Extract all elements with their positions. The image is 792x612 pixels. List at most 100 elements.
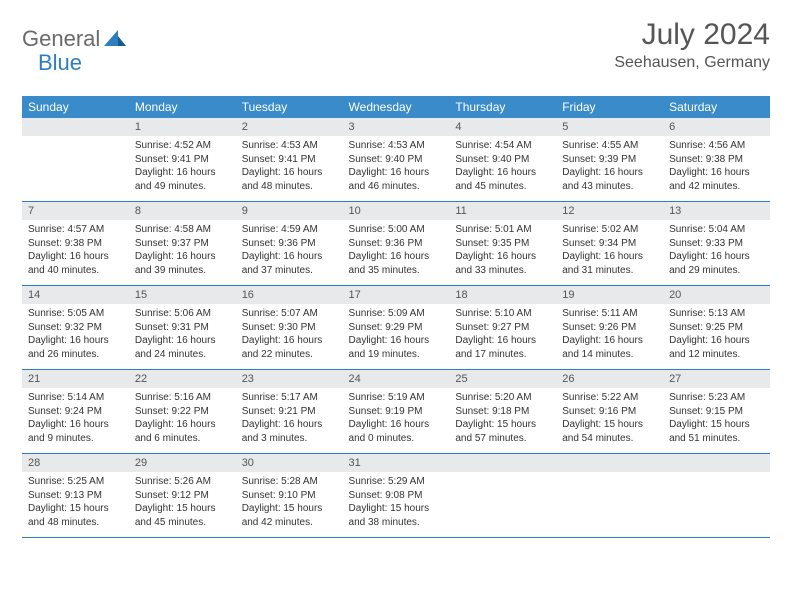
calendar-day-cell bbox=[449, 454, 556, 538]
sunset-text: Sunset: 9:34 PM bbox=[562, 237, 657, 251]
daylight-text: Daylight: 16 hours and 24 minutes. bbox=[135, 334, 230, 361]
day-number: 7 bbox=[22, 202, 129, 220]
day-number bbox=[556, 454, 663, 472]
day-details: Sunrise: 5:28 AMSunset: 9:10 PMDaylight:… bbox=[236, 472, 343, 537]
sunset-text: Sunset: 9:22 PM bbox=[135, 405, 230, 419]
day-number: 15 bbox=[129, 286, 236, 304]
day-details: Sunrise: 4:52 AMSunset: 9:41 PMDaylight:… bbox=[129, 136, 236, 201]
day-number: 18 bbox=[449, 286, 556, 304]
daylight-text: Daylight: 16 hours and 14 minutes. bbox=[562, 334, 657, 361]
day-number: 4 bbox=[449, 118, 556, 136]
day-number: 26 bbox=[556, 370, 663, 388]
daylight-text: Daylight: 16 hours and 17 minutes. bbox=[455, 334, 550, 361]
day-number: 25 bbox=[449, 370, 556, 388]
sunset-text: Sunset: 9:16 PM bbox=[562, 405, 657, 419]
day-details: Sunrise: 5:04 AMSunset: 9:33 PMDaylight:… bbox=[663, 220, 770, 285]
sunrise-text: Sunrise: 4:59 AM bbox=[242, 223, 337, 237]
day-details: Sunrise: 5:07 AMSunset: 9:30 PMDaylight:… bbox=[236, 304, 343, 369]
sunset-text: Sunset: 9:26 PM bbox=[562, 321, 657, 335]
sunset-text: Sunset: 9:40 PM bbox=[349, 153, 444, 167]
sunrise-text: Sunrise: 5:09 AM bbox=[349, 307, 444, 321]
sunset-text: Sunset: 9:31 PM bbox=[135, 321, 230, 335]
daylight-text: Daylight: 16 hours and 3 minutes. bbox=[242, 418, 337, 445]
day-number: 17 bbox=[343, 286, 450, 304]
weekday-header: Friday bbox=[556, 96, 663, 118]
day-number: 31 bbox=[343, 454, 450, 472]
day-details bbox=[449, 472, 556, 534]
calendar-day-cell: 31Sunrise: 5:29 AMSunset: 9:08 PMDayligh… bbox=[343, 454, 450, 538]
logo: General bbox=[22, 26, 128, 52]
sunset-text: Sunset: 9:39 PM bbox=[562, 153, 657, 167]
calendar-body: 1Sunrise: 4:52 AMSunset: 9:41 PMDaylight… bbox=[22, 118, 770, 538]
calendar-day-cell: 14Sunrise: 5:05 AMSunset: 9:32 PMDayligh… bbox=[22, 286, 129, 370]
calendar-day-cell: 27Sunrise: 5:23 AMSunset: 9:15 PMDayligh… bbox=[663, 370, 770, 454]
day-number: 24 bbox=[343, 370, 450, 388]
day-number: 6 bbox=[663, 118, 770, 136]
sunrise-text: Sunrise: 5:05 AM bbox=[28, 307, 123, 321]
day-details: Sunrise: 4:57 AMSunset: 9:38 PMDaylight:… bbox=[22, 220, 129, 285]
daylight-text: Daylight: 16 hours and 19 minutes. bbox=[349, 334, 444, 361]
daylight-text: Daylight: 16 hours and 29 minutes. bbox=[669, 250, 764, 277]
calendar-day-cell bbox=[556, 454, 663, 538]
daylight-text: Daylight: 16 hours and 0 minutes. bbox=[349, 418, 444, 445]
daylight-text: Daylight: 15 hours and 57 minutes. bbox=[455, 418, 550, 445]
sunrise-text: Sunrise: 4:53 AM bbox=[242, 139, 337, 153]
sunset-text: Sunset: 9:37 PM bbox=[135, 237, 230, 251]
daylight-text: Daylight: 16 hours and 37 minutes. bbox=[242, 250, 337, 277]
month-title: July 2024 bbox=[614, 18, 770, 52]
day-number: 10 bbox=[343, 202, 450, 220]
sunrise-text: Sunrise: 5:28 AM bbox=[242, 475, 337, 489]
weekday-header-row: Sunday Monday Tuesday Wednesday Thursday… bbox=[22, 96, 770, 118]
day-details: Sunrise: 5:10 AMSunset: 9:27 PMDaylight:… bbox=[449, 304, 556, 369]
day-details: Sunrise: 4:56 AMSunset: 9:38 PMDaylight:… bbox=[663, 136, 770, 201]
logo-triangle-icon bbox=[104, 28, 126, 51]
sunrise-text: Sunrise: 5:25 AM bbox=[28, 475, 123, 489]
weekday-header: Thursday bbox=[449, 96, 556, 118]
calendar-day-cell: 7Sunrise: 4:57 AMSunset: 9:38 PMDaylight… bbox=[22, 202, 129, 286]
daylight-text: Daylight: 16 hours and 39 minutes. bbox=[135, 250, 230, 277]
day-details: Sunrise: 5:06 AMSunset: 9:31 PMDaylight:… bbox=[129, 304, 236, 369]
sunrise-text: Sunrise: 4:55 AM bbox=[562, 139, 657, 153]
day-number: 8 bbox=[129, 202, 236, 220]
sunrise-text: Sunrise: 4:56 AM bbox=[669, 139, 764, 153]
day-number: 11 bbox=[449, 202, 556, 220]
calendar-week-row: 21Sunrise: 5:14 AMSunset: 9:24 PMDayligh… bbox=[22, 370, 770, 454]
daylight-text: Daylight: 16 hours and 49 minutes. bbox=[135, 166, 230, 193]
daylight-text: Daylight: 16 hours and 33 minutes. bbox=[455, 250, 550, 277]
sunset-text: Sunset: 9:35 PM bbox=[455, 237, 550, 251]
day-number: 12 bbox=[556, 202, 663, 220]
sunrise-text: Sunrise: 5:00 AM bbox=[349, 223, 444, 237]
day-number: 19 bbox=[556, 286, 663, 304]
calendar-day-cell: 2Sunrise: 4:53 AMSunset: 9:41 PMDaylight… bbox=[236, 118, 343, 202]
sunrise-text: Sunrise: 5:22 AM bbox=[562, 391, 657, 405]
calendar-day-cell: 29Sunrise: 5:26 AMSunset: 9:12 PMDayligh… bbox=[129, 454, 236, 538]
calendar-week-row: 7Sunrise: 4:57 AMSunset: 9:38 PMDaylight… bbox=[22, 202, 770, 286]
sunrise-text: Sunrise: 4:54 AM bbox=[455, 139, 550, 153]
sunrise-text: Sunrise: 5:16 AM bbox=[135, 391, 230, 405]
daylight-text: Daylight: 15 hours and 45 minutes. bbox=[135, 502, 230, 529]
calendar-day-cell: 19Sunrise: 5:11 AMSunset: 9:26 PMDayligh… bbox=[556, 286, 663, 370]
sunrise-text: Sunrise: 5:10 AM bbox=[455, 307, 550, 321]
calendar-day-cell: 21Sunrise: 5:14 AMSunset: 9:24 PMDayligh… bbox=[22, 370, 129, 454]
calendar-week-row: 14Sunrise: 5:05 AMSunset: 9:32 PMDayligh… bbox=[22, 286, 770, 370]
sunset-text: Sunset: 9:32 PM bbox=[28, 321, 123, 335]
calendar-day-cell: 1Sunrise: 4:52 AMSunset: 9:41 PMDaylight… bbox=[129, 118, 236, 202]
calendar-week-row: 1Sunrise: 4:52 AMSunset: 9:41 PMDaylight… bbox=[22, 118, 770, 202]
daylight-text: Daylight: 15 hours and 48 minutes. bbox=[28, 502, 123, 529]
daylight-text: Daylight: 16 hours and 31 minutes. bbox=[562, 250, 657, 277]
day-number: 2 bbox=[236, 118, 343, 136]
sunrise-text: Sunrise: 5:13 AM bbox=[669, 307, 764, 321]
day-details: Sunrise: 4:53 AMSunset: 9:40 PMDaylight:… bbox=[343, 136, 450, 201]
day-number: 29 bbox=[129, 454, 236, 472]
sunrise-text: Sunrise: 4:53 AM bbox=[349, 139, 444, 153]
sunset-text: Sunset: 9:21 PM bbox=[242, 405, 337, 419]
day-details bbox=[556, 472, 663, 534]
sunset-text: Sunset: 9:40 PM bbox=[455, 153, 550, 167]
day-details: Sunrise: 4:59 AMSunset: 9:36 PMDaylight:… bbox=[236, 220, 343, 285]
calendar-day-cell: 25Sunrise: 5:20 AMSunset: 9:18 PMDayligh… bbox=[449, 370, 556, 454]
calendar-day-cell: 23Sunrise: 5:17 AMSunset: 9:21 PMDayligh… bbox=[236, 370, 343, 454]
daylight-text: Daylight: 16 hours and 43 minutes. bbox=[562, 166, 657, 193]
daylight-text: Daylight: 15 hours and 38 minutes. bbox=[349, 502, 444, 529]
calendar-day-cell: 17Sunrise: 5:09 AMSunset: 9:29 PMDayligh… bbox=[343, 286, 450, 370]
day-details: Sunrise: 4:53 AMSunset: 9:41 PMDaylight:… bbox=[236, 136, 343, 201]
